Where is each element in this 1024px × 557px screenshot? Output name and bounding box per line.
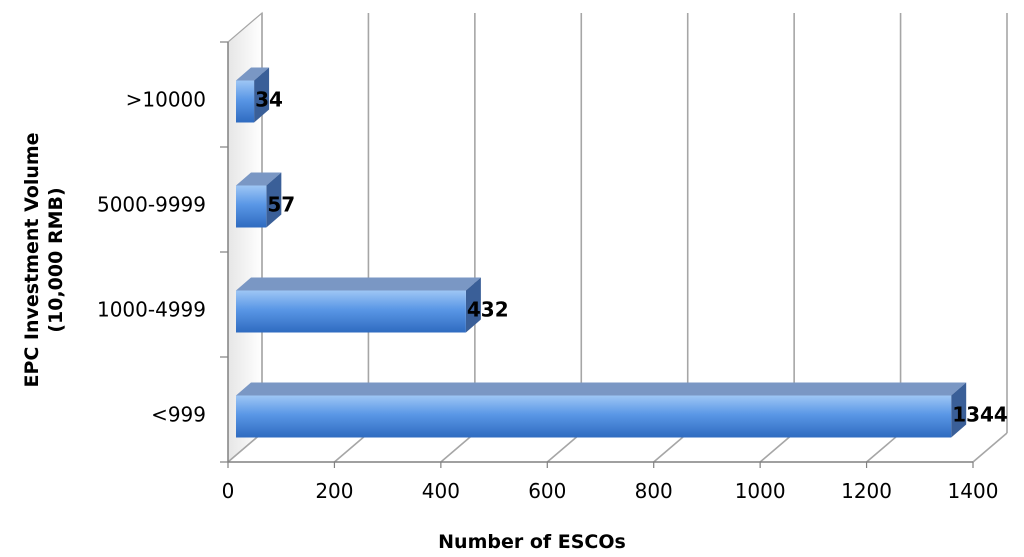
bar-top: [236, 277, 481, 291]
bar-top: [236, 382, 967, 396]
bar: [236, 277, 481, 333]
data-labels: 1344 432 57 34: [255, 88, 1008, 427]
bar-top: [236, 67, 270, 81]
x-tick-label: 1000: [735, 479, 786, 503]
floor-gridline: [972, 432, 1008, 463]
floor-gridline: [866, 432, 902, 463]
bar-front: [236, 290, 466, 333]
data-label: 1344: [952, 403, 1008, 427]
bar-front: [236, 80, 255, 123]
category-label: 5000-9999: [97, 193, 206, 217]
floor-gridline: [546, 432, 582, 463]
bars: [236, 67, 967, 438]
y-axis-title-line-1: EPC Investment Volume: [21, 132, 43, 387]
bar: [236, 382, 967, 438]
x-axis: 0 200 400 600 800 1000 1200 1400: [222, 461, 999, 503]
category-labels: <999 1000-4999 5000-9999 >10000: [97, 88, 206, 427]
y-axis: [220, 41, 229, 463]
x-tick-label: 600: [528, 479, 566, 503]
floor-gridline: [653, 432, 689, 463]
y-axis-title-line-2: (10,000 RMB): [45, 187, 67, 332]
bar-side: [951, 382, 967, 438]
bar-side: [266, 172, 282, 228]
gridlines: [227, 13, 1008, 463]
bar-front: [236, 395, 952, 438]
x-tick-label: 400: [422, 479, 460, 503]
bar-side: [254, 67, 270, 123]
bar-side: [465, 277, 481, 333]
data-label: 432: [467, 298, 509, 322]
y-axis-title: EPC Investment Volume (10,000 RMB): [21, 132, 67, 387]
bar-front: [236, 185, 267, 228]
x-tick-label: 0: [222, 479, 235, 503]
floor-gridline: [759, 432, 795, 463]
floor-gridline: [440, 432, 476, 463]
x-tick-label: 800: [635, 479, 673, 503]
bar: [236, 67, 270, 123]
floor-gridline: [333, 432, 369, 463]
x-tick-label: 1200: [841, 479, 892, 503]
bar-top: [236, 172, 282, 186]
data-label: 34: [255, 88, 283, 112]
x-tick-label: 200: [315, 479, 353, 503]
category-label: >10000: [126, 88, 206, 112]
bar: [236, 172, 282, 228]
x-tick-label: 1400: [948, 479, 999, 503]
x-axis-title: Number of ESCOs: [438, 531, 626, 553]
category-label: <999: [151, 403, 206, 427]
floor-gridline: [227, 432, 263, 463]
category-label: 1000-4999: [97, 298, 206, 322]
data-label: 57: [267, 193, 295, 217]
